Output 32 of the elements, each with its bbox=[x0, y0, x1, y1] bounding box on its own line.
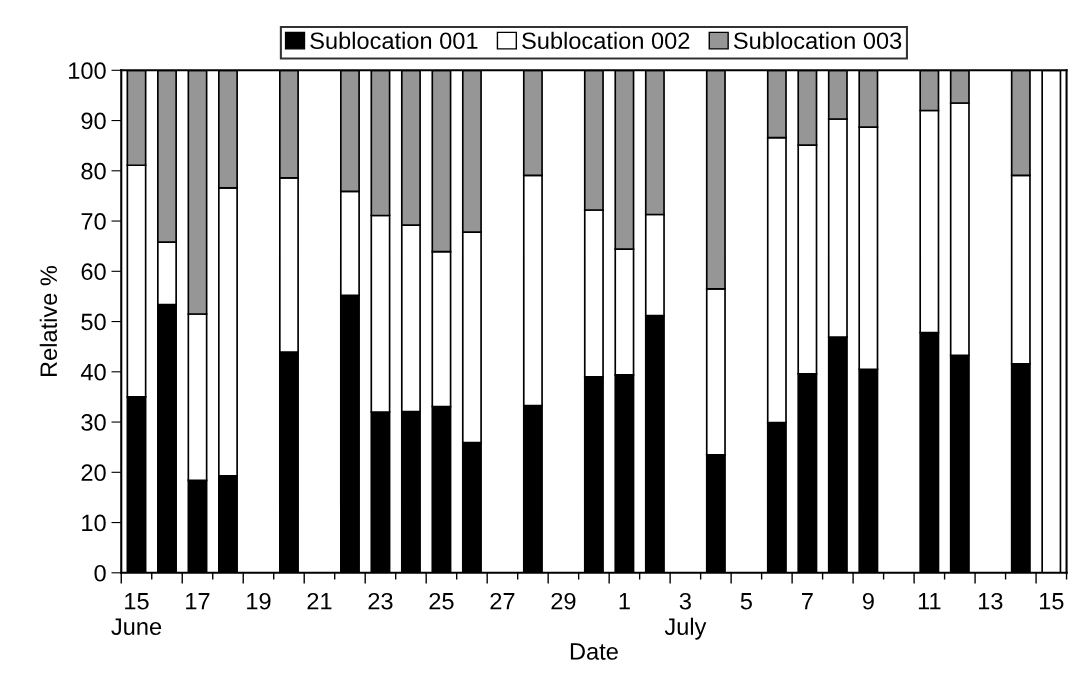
x-tick-label: 27 bbox=[490, 592, 515, 610]
x-tick-label: 9 bbox=[862, 592, 874, 610]
y-tick-label: 0 bbox=[94, 564, 106, 582]
x-tick-label: 29 bbox=[551, 592, 576, 610]
x-tick-label: 1 bbox=[619, 593, 630, 610]
x-tick-label: 15 bbox=[1039, 593, 1064, 610]
y-tick-label: 70 bbox=[81, 213, 106, 230]
x-tick-label: 13 bbox=[979, 592, 1003, 610]
x-tick-label: 17 bbox=[186, 593, 210, 610]
x-axis-title: Date bbox=[570, 643, 618, 660]
x-tick-label: 3 July bbox=[664, 592, 707, 640]
x-tick-label: 19 bbox=[247, 592, 271, 610]
x-tick-label: 25 bbox=[429, 592, 454, 610]
y-tick-label: 50 bbox=[81, 313, 106, 331]
legend-label: Sublocation 001 bbox=[310, 31, 478, 50]
x-tick-label: 21 bbox=[307, 592, 332, 610]
y-tick-label: 90 bbox=[81, 112, 106, 130]
y-tick-label: 40 bbox=[80, 363, 106, 381]
y-tick-label: 30 bbox=[81, 414, 106, 431]
legend-label: Sublocation 003 bbox=[733, 31, 902, 50]
x-tick-label: 15 June bbox=[111, 593, 162, 636]
y-tick-label: 60 bbox=[81, 263, 106, 281]
y-axis-title: Relative % bbox=[39, 265, 58, 377]
y-tick-label: 80 bbox=[81, 162, 106, 180]
x-tick-label: 23 bbox=[368, 592, 393, 610]
x-tick-label: 5 bbox=[740, 593, 752, 610]
x-tick-label: 7 bbox=[802, 593, 813, 610]
y-tick-label: 10 bbox=[82, 514, 106, 532]
legend-label: Sublocation 002 bbox=[522, 31, 690, 50]
y-tick-label: 100 bbox=[69, 62, 106, 80]
y-tick-label: 20 bbox=[81, 464, 106, 482]
x-tick-label: 11 bbox=[918, 593, 941, 610]
